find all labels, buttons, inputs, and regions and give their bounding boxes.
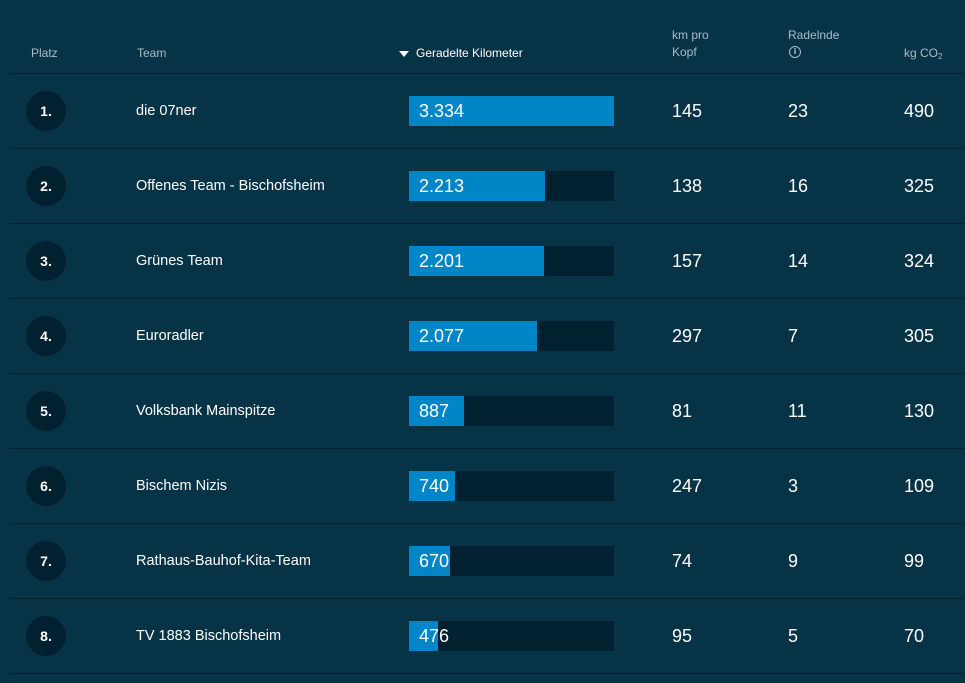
rank-badge: 8. bbox=[26, 616, 66, 656]
km-bar-fill bbox=[409, 96, 614, 126]
km-bar-fill bbox=[409, 171, 545, 201]
km-pro-kopf-value: 95 bbox=[672, 626, 693, 646]
co2-value: 325 bbox=[904, 176, 935, 196]
km-pro-kopf-value: 157 bbox=[672, 251, 703, 271]
km-bar-fill bbox=[409, 246, 544, 276]
co2-value: 109 bbox=[904, 476, 935, 496]
km-bar-fill bbox=[409, 546, 450, 576]
column-header-team: Team bbox=[137, 46, 167, 60]
team-name: TV 1883 Bischofsheim bbox=[136, 628, 282, 644]
km-bar-track: 740 bbox=[409, 471, 614, 501]
co2-value: 130 bbox=[904, 401, 935, 421]
km-value: 887 bbox=[419, 401, 450, 421]
co2-value: 70 bbox=[904, 626, 925, 646]
radelnde-value: 11 bbox=[788, 401, 807, 421]
table-row: 6. Bischem Nizis 740 247 3 109 bbox=[9, 449, 965, 524]
km-value: 670 bbox=[419, 551, 450, 571]
column-header-co2-label: kg CO bbox=[904, 46, 939, 60]
column-header-km-pro-kopf: km pro Kopf bbox=[672, 27, 732, 61]
column-header-km-sort[interactable]: Geradelte Kilometer bbox=[399, 45, 523, 62]
column-header-km-pro-kopf-line1: km pro bbox=[672, 28, 709, 42]
radelnde-value: 9 bbox=[788, 551, 799, 571]
column-header-km-pro-kopf-line2: Kopf bbox=[672, 45, 697, 59]
km-value: 2.213 bbox=[419, 176, 465, 196]
team-name: Volksbank Mainspitze bbox=[136, 403, 276, 419]
rank-badge: 2. bbox=[26, 166, 66, 206]
km-pro-kopf-value: 81 bbox=[672, 401, 693, 421]
team-name: Bischem Nizis bbox=[136, 478, 228, 494]
rank-badge: 5. bbox=[26, 391, 66, 431]
km-value: 3.334 bbox=[419, 101, 465, 121]
table-header: Platz Team Geradelte Kilometer km pro Ko… bbox=[9, 0, 965, 74]
km-bar-track: 670 bbox=[409, 546, 614, 576]
rank-badge: 3. bbox=[26, 241, 66, 281]
table-row: 7. Rathaus-Bauhof-Kita-Team 670 74 9 99 bbox=[9, 524, 965, 599]
co2-value: 490 bbox=[904, 101, 935, 121]
km-bar-track: 2.077 bbox=[409, 321, 614, 351]
km-bar-fill bbox=[409, 621, 438, 651]
column-header-radelnde-label: Radelnde bbox=[788, 28, 840, 42]
km-pro-kopf-value: 74 bbox=[672, 551, 693, 571]
radelnde-value: 7 bbox=[788, 326, 799, 346]
km-bar-fill bbox=[409, 471, 455, 501]
km-value: 476 bbox=[419, 626, 450, 646]
km-bar-track: 3.334 bbox=[409, 96, 614, 126]
team-name: Offenes Team - Bischofsheim bbox=[136, 178, 325, 194]
radelnde-value: 3 bbox=[788, 476, 799, 496]
rank-badge: 7. bbox=[26, 541, 66, 581]
km-bar-track: 887 bbox=[409, 396, 614, 426]
rank-badge: 6. bbox=[26, 466, 66, 506]
km-bar-fill bbox=[409, 321, 537, 351]
rank-badge: 4. bbox=[26, 316, 66, 356]
co2-value: 324 bbox=[904, 251, 935, 271]
km-pro-kopf-value: 145 bbox=[672, 101, 703, 121]
team-name: Rathaus-Bauhof-Kita-Team bbox=[136, 553, 311, 569]
team-name: die 07ner bbox=[136, 103, 197, 119]
info-icon[interactable]: i bbox=[789, 46, 801, 58]
team-name: Grünes Team bbox=[136, 253, 223, 269]
column-header-km-label: Geradelte Kilometer bbox=[416, 46, 523, 60]
radelnde-value: 16 bbox=[788, 176, 809, 196]
km-value: 2.077 bbox=[419, 326, 465, 346]
column-header-co2: kg CO2 bbox=[904, 45, 942, 65]
km-value: 740 bbox=[419, 476, 450, 496]
rank-badge: 1. bbox=[26, 91, 66, 131]
table-row: 3. Grünes Team 2.201 157 14 324 bbox=[9, 224, 965, 299]
radelnde-value: 5 bbox=[788, 626, 799, 646]
co2-value: 305 bbox=[904, 326, 935, 346]
team-name: Euroradler bbox=[136, 328, 204, 344]
radelnde-value: 14 bbox=[788, 251, 809, 271]
km-bar-track: 2.201 bbox=[409, 246, 614, 276]
column-header-radelnde: Radelnde i bbox=[788, 27, 839, 58]
table-row: 5. Volksbank Mainspitze 887 81 11 130 bbox=[9, 374, 965, 449]
sort-desc-icon bbox=[399, 51, 409, 57]
km-pro-kopf-value: 247 bbox=[672, 476, 703, 496]
leaderboard-table: Platz Team Geradelte Kilometer km pro Ko… bbox=[9, 0, 965, 674]
co2-subscript: 2 bbox=[938, 52, 943, 61]
km-bar-fill bbox=[409, 396, 464, 426]
column-header-platz: Platz bbox=[31, 46, 58, 60]
table-body: 1. die 07ner 3.334 145 23 490 2. Offenes Team -… bbox=[9, 74, 965, 674]
km-pro-kopf-value: 138 bbox=[672, 176, 703, 196]
table-row: 4. Euroradler 2.077 297 7 305 bbox=[9, 299, 965, 374]
km-bar-track: 2.213 bbox=[409, 171, 614, 201]
km-value: 2.201 bbox=[419, 251, 465, 271]
table-row: 2. Offenes Team - Bischofsheim 2.213 138 16 3… bbox=[9, 149, 965, 224]
table-row: 1. die 07ner 3.334 145 23 490 bbox=[9, 74, 965, 149]
co2-value: 99 bbox=[904, 551, 925, 571]
radelnde-value: 23 bbox=[788, 101, 809, 121]
table-row: 8. TV 1883 Bischofsheim 476 95 5 70 bbox=[9, 599, 965, 674]
km-bar-track: 476 bbox=[409, 621, 614, 651]
km-pro-kopf-value: 297 bbox=[672, 326, 703, 346]
